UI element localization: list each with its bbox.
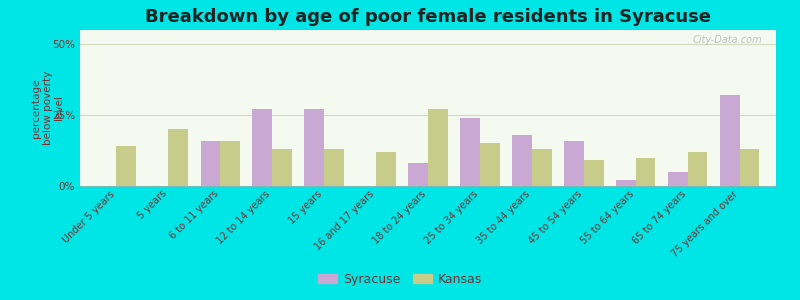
- Bar: [168, 129, 188, 186]
- Bar: [616, 180, 636, 186]
- Bar: [480, 143, 500, 186]
- Bar: [376, 152, 396, 186]
- Bar: [584, 160, 603, 186]
- Title: Breakdown by age of poor female residents in Syracuse: Breakdown by age of poor female resident…: [145, 8, 711, 26]
- Bar: [636, 158, 655, 186]
- Legend: Syracuse, Kansas: Syracuse, Kansas: [313, 268, 487, 291]
- Bar: [532, 149, 552, 186]
- Bar: [512, 135, 532, 186]
- Bar: [253, 110, 272, 186]
- Y-axis label: percentage
below poverty
level: percentage below poverty level: [31, 71, 65, 145]
- Bar: [564, 141, 584, 186]
- Bar: [304, 110, 324, 186]
- Bar: [201, 141, 220, 186]
- Bar: [116, 146, 136, 186]
- Bar: [220, 141, 240, 186]
- Bar: [408, 163, 428, 186]
- Bar: [460, 118, 480, 186]
- Bar: [428, 110, 448, 186]
- Bar: [324, 149, 344, 186]
- Bar: [688, 152, 707, 186]
- Bar: [720, 95, 740, 186]
- Bar: [668, 172, 688, 186]
- Bar: [740, 149, 759, 186]
- Bar: [272, 149, 292, 186]
- Text: City-Data.com: City-Data.com: [693, 35, 762, 45]
